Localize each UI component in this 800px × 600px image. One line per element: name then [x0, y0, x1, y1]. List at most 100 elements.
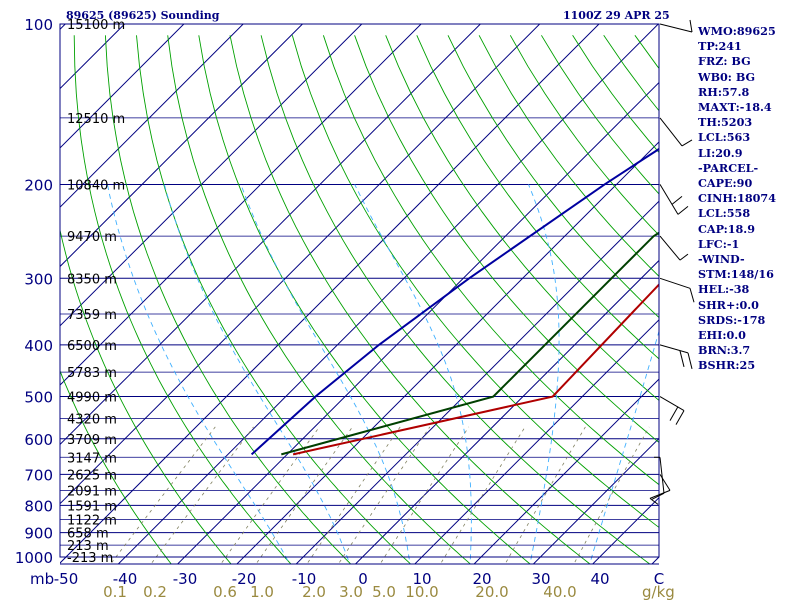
- height-label: 1591 m: [67, 499, 117, 514]
- wind-barb-stroke: [651, 492, 665, 500]
- temp-tick-label: -20: [232, 570, 257, 588]
- panel-item: CAP:18.9: [698, 221, 755, 236]
- wind-barb-stroke: [649, 497, 659, 505]
- pressure-tick-label: 600: [24, 431, 53, 449]
- isotherm-line: [473, 378, 659, 564]
- panel-item: BRN:3.7: [698, 343, 751, 358]
- wind-barb-stroke: [659, 277, 691, 289]
- wind-barb: [659, 19, 693, 33]
- temp-unit-label: C: [654, 570, 664, 588]
- panel-item: TP:241: [698, 39, 742, 54]
- indices-panel: WMO:89625 TP:241 FRZ: BG WB0: BG RH:57.8 MAXT…: [698, 24, 798, 374]
- wind-barb-stroke: [689, 19, 693, 33]
- temp-tick-label: -50: [54, 570, 79, 588]
- dry-adiabat: [60, 228, 232, 564]
- mixing-ratio-label: 20.0: [475, 583, 508, 600]
- panel-item: EHI:0.0: [698, 328, 746, 343]
- temp-tick-label: 0: [358, 570, 368, 588]
- height-label: 7359 m: [67, 308, 117, 323]
- plot-frame: [59, 23, 660, 565]
- mixing-ratio-label: 0.2: [143, 583, 167, 600]
- pressure-tick-label: 400: [24, 337, 53, 355]
- height-label: 12510 m: [67, 112, 125, 127]
- height-label: 15100 m: [67, 18, 125, 33]
- mixing-ratio-line: [439, 426, 526, 564]
- dry-adiabat: [198, 35, 531, 564]
- temp-tick-label: 20: [472, 570, 491, 588]
- height-label: 9470 m: [67, 230, 117, 245]
- wind-barb-stroke: [659, 344, 689, 354]
- isotherm-line: [60, 24, 244, 208]
- wind-barbs: [649, 19, 695, 505]
- panel-item: SRDS:-178: [698, 312, 766, 327]
- station-title: 89625 (89625) Sounding: [66, 9, 220, 22]
- isotherm-line: [354, 259, 659, 564]
- height-label: 1122 m: [67, 513, 117, 528]
- mixing-ratio-line: [220, 426, 320, 564]
- wind-barb: [649, 474, 671, 505]
- isotherm-line: [60, 24, 185, 149]
- pressure-tick-label: 500: [24, 389, 53, 407]
- wind-barb-stroke: [659, 474, 671, 491]
- dry-adiabat: [354, 35, 659, 443]
- wind-barb-stroke: [659, 396, 685, 412]
- dewpoint-line: [281, 231, 659, 456]
- mixing-ratio-line: [255, 426, 353, 564]
- moist-adiabat: [528, 184, 560, 564]
- sounding-time: 1100Z 29 APR 25: [563, 9, 670, 22]
- pressure-tick-label: 100: [24, 16, 53, 34]
- mixing-ratio-line: [573, 426, 650, 564]
- isotherm-line: [60, 24, 422, 386]
- moist-adiabat: [354, 184, 472, 564]
- temp-tick-label: 40: [590, 570, 609, 588]
- height-label: 3147 m: [67, 451, 117, 466]
- dry-adiabat: [73, 35, 292, 564]
- wind-barb-stroke: [675, 410, 685, 425]
- wind-barb-stroke: [659, 235, 681, 261]
- mixing-ratio-label: 10.0: [405, 583, 438, 600]
- wind-barb-stroke: [689, 288, 695, 303]
- wind-barb: [659, 396, 685, 425]
- height-label: 4990 m: [67, 391, 117, 406]
- isotherm-line: [60, 24, 304, 268]
- isotherm-line: [60, 24, 541, 505]
- temp-tick-label: -30: [173, 570, 198, 588]
- mixing-ratio-label: 1.0: [250, 583, 274, 600]
- panel-item: CAPE:90: [698, 176, 753, 191]
- wind-barb: [659, 277, 695, 303]
- height-label: 8350 m: [67, 272, 117, 287]
- wind-barb-stroke: [669, 406, 679, 421]
- panel-item: MAXT:-18.4: [698, 100, 772, 115]
- dry-adiabat: [416, 35, 659, 360]
- temp-tick-label: -10: [292, 570, 317, 588]
- height-label: 6500 m: [67, 339, 117, 354]
- pressure-tick-label: 300: [24, 270, 53, 288]
- panel-item: WB0: BG: [698, 69, 756, 84]
- plot-background: [60, 24, 659, 564]
- dry-adiabat: [167, 35, 471, 564]
- height-label: 5783 m: [67, 366, 117, 381]
- panel-item: -WIND-: [698, 252, 745, 267]
- mixing-ratio-line: [337, 426, 431, 564]
- wind-barb: [659, 184, 689, 215]
- isotherm-line: [295, 200, 659, 564]
- height-label: 2625 m: [67, 468, 117, 483]
- profiles: [250, 147, 659, 456]
- height-label: 2091 m: [67, 484, 117, 499]
- panel-item: HEL:-38: [698, 282, 750, 297]
- mixing-ratio-label: 0.1: [103, 583, 127, 600]
- wind-barb-stroke: [659, 23, 693, 33]
- dry-adiabat: [447, 35, 659, 319]
- temp-tick-label: -40: [113, 570, 138, 588]
- panel-item: WMO:89625: [698, 24, 776, 38]
- wind-barb: [659, 117, 693, 147]
- temp-tick-label: 30: [531, 570, 550, 588]
- panel-item: STM:148/16: [698, 267, 774, 282]
- moist-adiabat: [106, 184, 291, 564]
- mixing-ratio-label: 3.0: [339, 583, 363, 600]
- mixing-ratio-label: 5.0: [372, 583, 396, 600]
- pressure-tick-label: 700: [24, 466, 53, 484]
- panel-item: LI:20.9: [698, 145, 743, 160]
- panel-item: LCL:563: [698, 130, 751, 145]
- pressure-tick-label: 900: [24, 525, 53, 543]
